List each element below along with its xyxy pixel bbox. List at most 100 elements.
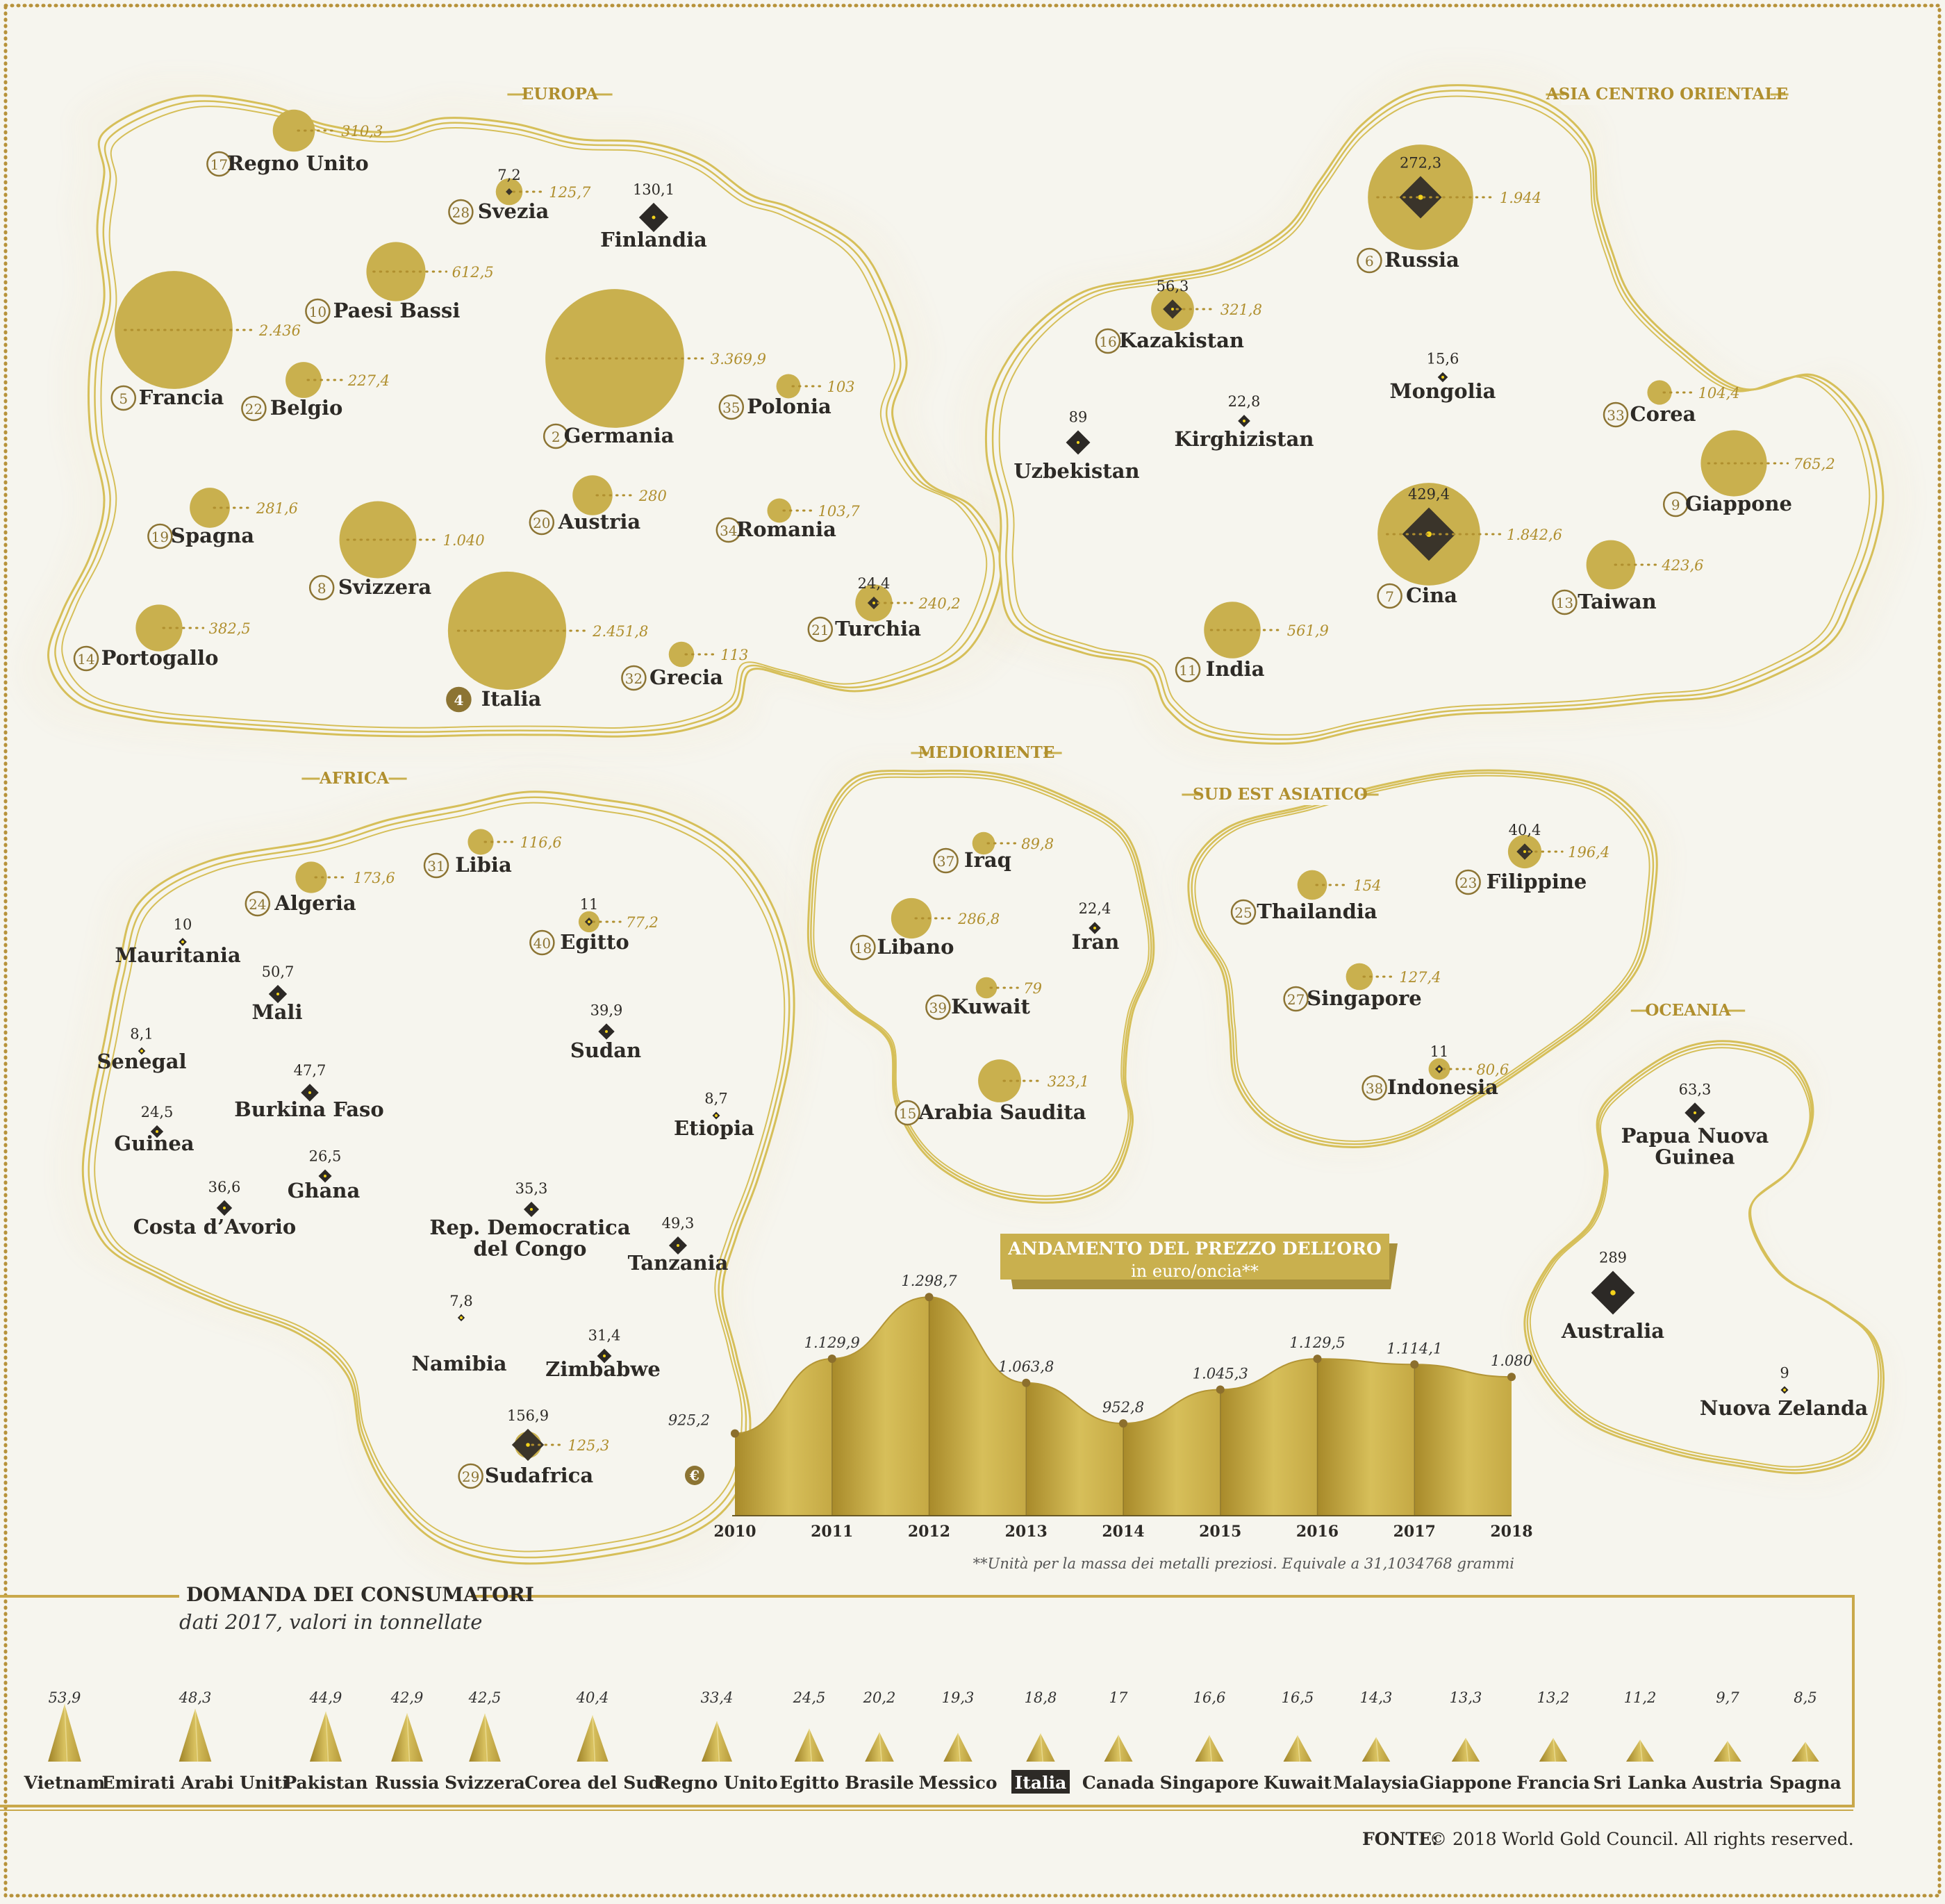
extraction-value: 11 (580, 896, 599, 913)
rank-number: 29 (462, 1468, 479, 1485)
country-name: Finlandia (600, 228, 707, 251)
year-label: 2015 (1199, 1523, 1241, 1541)
demand-cone (309, 1712, 342, 1762)
cone-highlight (592, 1715, 596, 1762)
diamond-dot (1441, 376, 1444, 379)
country-svezia: 7,2 125,7 28 Svezia (448, 167, 591, 225)
demand-value: 9,7 (1716, 1689, 1739, 1706)
rank-badge (423, 852, 449, 879)
country-india: 561,9 11 India (1175, 602, 1329, 683)
country-taiwan: 423,6 13 Taiwan (1552, 540, 1704, 615)
country-arabia-saudita: 323,1 15 Arabia Saudita (895, 1059, 1089, 1126)
consumer-demand-chart: DOMANDA DEI CONSUMATORI dati 2017, valor… (0, 1583, 1855, 1811)
rank-badge (1662, 491, 1689, 518)
gold-reserve-circle (975, 977, 998, 999)
demand-item-singapore: 16,6 Singapore (1160, 1689, 1259, 1793)
rank-number: 25 (1234, 904, 1252, 921)
price-line (734, 1296, 1512, 1434)
price-band (1026, 1382, 1123, 1516)
price-band (1123, 1389, 1220, 1516)
country-etiopia: 8,7 Etiopia (674, 1091, 754, 1140)
gold-reserve-value: 154 (1353, 877, 1381, 894)
demand-value: 33,4 (701, 1689, 734, 1706)
extraction-value: 10 (174, 916, 192, 933)
year-label: 2018 (1490, 1523, 1532, 1541)
rank-number: 18 (854, 940, 872, 957)
country-name: Taiwan (1578, 590, 1656, 613)
gold-price-chart: ANDAMENTO DEL PREZZO DELL’ORO in euro/on… (668, 1234, 1533, 1572)
country-rep-democratica-del-congo: 35,3 Rep. Democratica del Congo (429, 1180, 630, 1260)
outline-inner2-asia (998, 95, 1871, 736)
gold-reserve-value: 3.369,9 (711, 351, 766, 367)
gold-reserve-value: 286,8 (957, 911, 1000, 927)
gold-reserve-circle (1647, 380, 1672, 405)
rank-number: 5 (119, 390, 128, 407)
gold-reserve-circle (272, 109, 315, 152)
rank-badge (448, 199, 474, 225)
extraction-value: 40,4 (1509, 822, 1541, 838)
gold-reserve-value: 1.842,6 (1507, 527, 1562, 543)
demand-country: Pakistan (283, 1773, 367, 1793)
demand-value: 48,3 (179, 1689, 212, 1706)
demand-item-svizzera: 42,5 Svizzera (445, 1689, 525, 1793)
outline-inner-oceania (1526, 1043, 1882, 1471)
extraction-value: 49,3 (662, 1215, 695, 1232)
country-name: Paesi Bassi (333, 299, 461, 322)
country-name: Sudafrica (485, 1464, 594, 1487)
rank-number: 31 (427, 858, 445, 875)
rank-badge (1283, 986, 1309, 1012)
gold-reserve-value: 103,7 (818, 503, 861, 520)
extraction-value: 22,8 (1228, 393, 1261, 410)
country-name: Mali (252, 1000, 303, 1024)
demand-value: 42,9 (390, 1689, 424, 1706)
gold-reserve-value: 280 (638, 488, 667, 504)
rank-number: 33 (1607, 407, 1624, 424)
country-guinea: 24,5 Guinea (114, 1104, 194, 1155)
diamond-dot (181, 941, 184, 943)
extraction-value: 156,9 (507, 1407, 549, 1424)
gold-reserve-value: 227,4 (347, 372, 390, 389)
rank-number: 14 (77, 651, 94, 668)
country-mongolia: 15,6 Mongolia (1390, 351, 1496, 403)
gold-reserve-circle (668, 641, 695, 668)
diamond-dot (308, 1091, 311, 1094)
euro-icon (685, 1466, 704, 1485)
gold-reserve-value: 765,2 (1794, 456, 1835, 472)
rank-number: 39 (929, 1000, 947, 1016)
demand-cone (1283, 1735, 1312, 1762)
demand-country: Corea del Sud (524, 1773, 661, 1793)
rank-badge (147, 523, 173, 549)
gold-reserve-circle (366, 242, 426, 301)
demand-item-francia: 13,2 Francia (1516, 1689, 1590, 1793)
gold-reserve-value: 127,4 (1399, 969, 1441, 986)
year-label: 2013 (1005, 1523, 1048, 1541)
cone-highlight (1118, 1735, 1121, 1762)
chart-footnote: **Unità per la massa dei metalli prezios… (973, 1555, 1514, 1572)
extraction-value: 26,5 (309, 1148, 342, 1164)
rank-number: 20 (533, 515, 550, 531)
extraction-value: 8,7 (704, 1091, 727, 1107)
demand-subtitle: dati 2017, valori in tonnellate (179, 1610, 482, 1634)
demand-value: 16,6 (1193, 1689, 1226, 1706)
demand-value: 24,5 (793, 1689, 826, 1706)
country-senegal: 8,1 Senegal (97, 1026, 186, 1073)
cone-highlight (484, 1713, 488, 1762)
cone-highlight (1040, 1733, 1043, 1762)
country-egitto: 11 77,2 40 Egitto (529, 896, 659, 956)
country-regno-unito: 310,3 17 Regno Unito (206, 109, 383, 177)
price-point (1119, 1419, 1127, 1428)
demand-country: Egitto (779, 1773, 839, 1793)
rank-number: 4 (454, 692, 463, 709)
gold-reserve-circle (891, 897, 932, 939)
demand-cone (1791, 1741, 1819, 1762)
extraction-value: 11 (1430, 1043, 1449, 1060)
country-name: Rep. Democratica del Congo (429, 1216, 630, 1260)
country-sudan: 39,9 Sudan (570, 1002, 641, 1062)
country-name: Egitto (560, 930, 629, 954)
demand-country: Italia (1015, 1773, 1067, 1793)
cone-highlight (64, 1704, 68, 1762)
cone-highlight (1465, 1737, 1468, 1762)
rank-number: 22 (245, 401, 263, 417)
country-germania: 3.369,9 2 Germania (543, 289, 766, 449)
cone-highlight (1727, 1741, 1730, 1762)
